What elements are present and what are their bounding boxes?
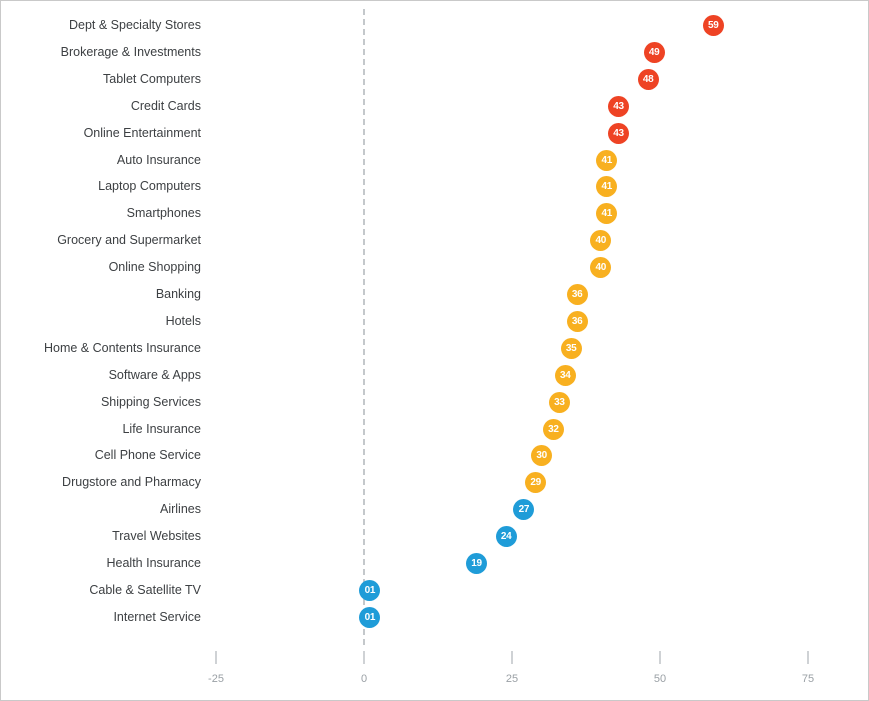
zero-reference-line — [363, 9, 365, 645]
chart-row: Online Shopping 40 — [1, 254, 868, 281]
chart-row: Laptop Computers 41 — [1, 173, 868, 200]
category-label: Online Entertainment — [83, 125, 201, 140]
data-point-dot: 33 — [548, 391, 570, 413]
data-point-dot: 29 — [525, 472, 547, 494]
data-point-dot: 30 — [531, 445, 553, 467]
x-axis-tick-mark — [511, 651, 513, 664]
category-label: Internet Service — [113, 609, 201, 624]
data-point-dot: 24 — [495, 526, 517, 548]
x-axis-tick-label: 25 — [505, 673, 519, 685]
category-label: Auto Insurance — [116, 152, 201, 167]
category-label: Hotels — [165, 313, 201, 328]
category-label: Smartphones — [126, 206, 201, 221]
data-point-dot: 43 — [608, 122, 630, 144]
data-point-dot: 32 — [542, 418, 564, 440]
data-point-dot: 43 — [608, 95, 630, 117]
category-label: Shipping Services — [100, 394, 201, 409]
data-point-dot: 40 — [590, 257, 612, 279]
chart-row: Software & Apps 34 — [1, 362, 868, 389]
category-label: Drugstore and Pharmacy — [62, 475, 201, 490]
x-axis: -25 0 25 50 75 — [1, 647, 868, 700]
category-label: Online Shopping — [108, 260, 201, 275]
chart-row: Brokerage & Investments 49 — [1, 39, 868, 66]
data-point-dot: 27 — [513, 499, 535, 521]
chart-row: Hotels 36 — [1, 308, 868, 335]
chart-row: Credit Cards 43 — [1, 93, 868, 120]
category-label: Cable & Satellite TV — [89, 582, 201, 597]
data-point-dot: 01 — [359, 579, 381, 601]
category-label: Credit Cards — [130, 98, 201, 113]
category-label: Banking — [155, 287, 201, 301]
data-point-dot: 19 — [465, 553, 487, 574]
category-label: Life Insurance — [122, 421, 201, 436]
data-point-dot: 41 — [596, 176, 618, 198]
data-point-dot: 41 — [596, 149, 618, 171]
x-axis-tick-label: 50 — [653, 673, 667, 685]
category-label: Laptop Computers — [98, 179, 201, 194]
category-label: Cell Phone Service — [94, 448, 201, 463]
category-label: Brokerage & Investments — [60, 44, 201, 59]
category-label: Software & Apps — [108, 367, 201, 382]
category-label: Tablet Computers — [103, 71, 201, 86]
chart-row: Travel Websites 24 — [1, 523, 868, 550]
x-axis-tick-label: -25 — [208, 673, 224, 685]
chart-row: Online Entertainment 43 — [1, 120, 868, 147]
chart-row: Dept & Specialty Stores 59 — [1, 12, 868, 39]
chart-row: Cell Phone Service 30 — [1, 442, 868, 469]
data-point-dot: 01 — [359, 606, 381, 628]
category-label: Travel Websites — [112, 529, 201, 544]
category-label: Home & Contents Insurance — [43, 340, 201, 355]
data-point-dot: 40 — [590, 230, 612, 252]
data-point-dot: 59 — [702, 15, 724, 36]
x-axis-tick-mark — [215, 651, 217, 664]
chart-row: Drugstore and Pharmacy 29 — [1, 469, 868, 496]
data-point-dot: 36 — [566, 284, 588, 305]
chart-row: Smartphones 41 — [1, 200, 868, 227]
category-label: Airlines — [160, 502, 201, 517]
chart-row: Cable & Satellite TV 01 — [1, 577, 868, 604]
chart-row: Health Insurance 19 — [1, 550, 868, 577]
data-point-dot: 41 — [596, 203, 618, 225]
category-label: Health Insurance — [106, 556, 201, 570]
chart-row: Banking 36 — [1, 281, 868, 308]
x-axis-tick-mark — [807, 651, 809, 664]
chart-row: Tablet Computers 48 — [1, 66, 868, 93]
chart-row: Home & Contents Insurance 35 — [1, 335, 868, 362]
chart-row: Airlines 27 — [1, 496, 868, 523]
data-point-dot: 49 — [643, 41, 665, 63]
data-point-dot: 48 — [637, 68, 659, 90]
x-axis-tick-label: 75 — [801, 673, 815, 685]
chart-row: Life Insurance 32 — [1, 416, 868, 443]
category-label: Dept & Specialty Stores — [68, 18, 201, 32]
chart-row: Internet Service 01 — [1, 604, 868, 631]
category-label: Grocery and Supermarket — [57, 233, 201, 248]
chart-row: Grocery and Supermarket 40 — [1, 227, 868, 254]
x-axis-tick-label: 0 — [360, 673, 368, 685]
x-axis-tick-mark — [659, 651, 661, 664]
chart-row: Shipping Services 33 — [1, 389, 868, 416]
data-point-dot: 36 — [566, 310, 588, 332]
data-point-dot: 35 — [560, 337, 582, 359]
x-axis-tick-mark — [363, 651, 365, 664]
data-point-dot: 34 — [554, 364, 576, 386]
chart-row: Auto Insurance 41 — [1, 147, 868, 174]
